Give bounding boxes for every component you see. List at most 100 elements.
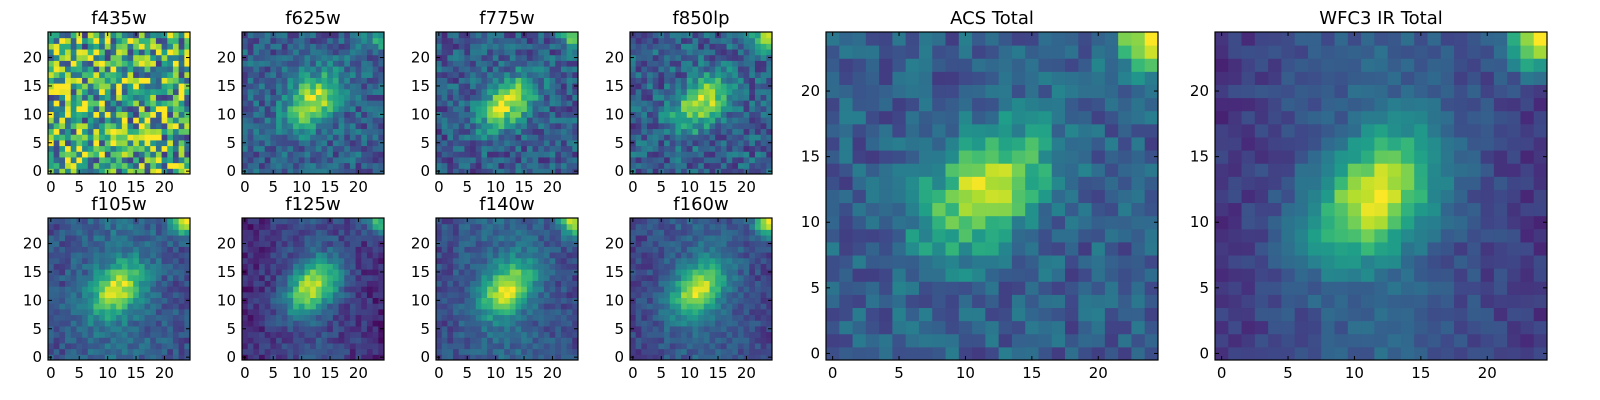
heatmap-cell [155,100,163,107]
heatmap-cell [82,83,89,90]
heatmap-cell [532,274,539,281]
heatmap-cell [658,117,665,124]
heatmap-cell [121,83,129,90]
heatmap-cell [743,77,750,84]
heatmap-cell [760,117,767,124]
heatmap-cell [538,269,545,276]
heatmap-cell [515,235,522,242]
heatmap-cell [338,43,345,50]
heatmap-cell [470,128,477,135]
heatmap-cell [532,348,539,355]
heatmap-cell [647,66,654,73]
heatmap-cell [692,342,699,350]
heatmap-cell [161,308,168,316]
heatmap-cell [481,145,488,152]
heatmap-cell [172,43,180,50]
heatmap-cell [87,139,94,147]
heatmap-cell [65,291,72,299]
heatmap-cell [515,32,522,39]
heatmap-cell [658,134,665,141]
heatmap-cell [715,320,722,327]
heatmap-cell [372,100,379,107]
heatmap-cell [652,274,659,281]
heatmap-cell [281,162,288,169]
heatmap-cell [82,105,89,113]
heatmap-cell [566,303,573,310]
heatmap-cell [555,88,562,95]
heatmap-cell [247,263,254,270]
heatmap-cell [378,320,385,327]
heatmap-cell [327,100,334,107]
heatmap-cell [366,77,374,84]
heatmap-cell [116,49,123,56]
heatmap-cell [104,83,111,90]
heatmap-cell [498,337,505,344]
heatmap-cell [276,325,283,333]
heatmap-cell [93,77,100,84]
heatmap-cell [669,94,676,101]
heatmap-cell [664,280,671,287]
heatmap-cell [298,269,305,276]
heatmap-cell [475,274,482,281]
heatmap-cell [270,223,277,230]
heatmap-cell [315,291,323,299]
heatmap-cell [321,37,328,44]
heatmap-cell [538,246,545,253]
heatmap-cell [436,263,443,270]
heatmap-cell [338,71,345,78]
heatmap-cell [464,100,471,107]
heatmap-cell [355,342,362,350]
heatmap-cell [116,229,123,236]
heatmap-cell [59,291,66,299]
y-tick-label: 20 [23,49,42,67]
heatmap-cell [349,308,357,316]
heatmap-cell [526,128,534,135]
heatmap-cell [464,320,471,327]
heatmap-cell [344,320,351,327]
heatmap-cell [726,122,733,130]
heatmap-cell [349,43,357,50]
heatmap-cell [441,94,448,101]
heatmap-cell [150,308,157,316]
heatmap-cell [453,269,460,276]
heatmap-cell [492,105,499,113]
heatmap-cell [726,139,733,147]
heatmap-cell [441,49,448,56]
heatmap-cell [315,71,323,78]
heatmap-cell [144,94,151,101]
heatmap-cell [464,134,471,141]
heatmap-cell [526,337,534,344]
heatmap-cell [264,337,271,344]
heatmap-cell [737,66,745,73]
heatmap-cell [270,71,277,78]
heatmap-cell [70,66,77,73]
heatmap-cell [259,308,266,316]
heatmap-cell [378,274,385,281]
heatmap-cell [99,274,106,281]
heatmap-cell [349,168,357,175]
heatmap-cell [572,117,579,124]
y-tick-label: 0 [420,348,430,366]
heatmap-cell [658,269,665,276]
heatmap-cell [332,354,340,361]
heatmap-cell [338,280,345,287]
heatmap-cell [715,117,722,124]
heatmap-cell [59,286,66,293]
heatmap-cell [247,156,254,164]
heatmap-cell [498,257,505,264]
heatmap-cell [652,49,659,56]
heatmap-cell [453,83,460,90]
heatmap-cell [65,88,72,95]
heatmap-cell [453,111,460,118]
heatmap-cell [675,77,682,84]
heatmap-cell [172,111,180,118]
heatmap-cell [732,43,739,50]
heatmap-cell [641,269,648,276]
heatmap-cell [652,117,659,124]
heatmap-cell [715,54,722,61]
heatmap-cell [321,66,328,73]
heatmap-cell [635,32,642,39]
heatmap-cell [475,168,482,175]
heatmap-cell [675,280,682,287]
heatmap-cell [749,331,756,338]
